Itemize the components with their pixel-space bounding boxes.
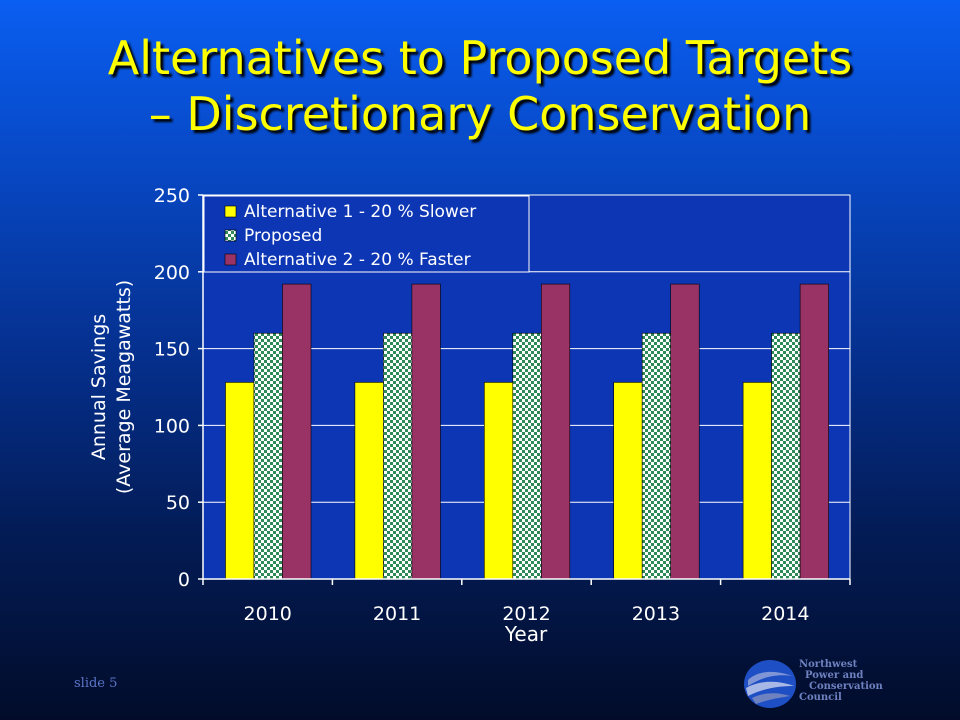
bar: [771, 332, 801, 580]
legend: Alternative 1 - 20 % Slower Proposed Alter…: [203, 195, 530, 273]
legend-label: Alternative 1 - 20 % Slower: [244, 202, 476, 222]
bar: [742, 382, 772, 580]
logo-line-2: Power and: [805, 670, 864, 681]
y-tick-label: 0: [178, 569, 190, 591]
bar: [411, 283, 441, 580]
council-logo: Northwest Power and Conservation Council: [742, 656, 892, 712]
bar: [225, 382, 255, 580]
legend-swatch: [224, 253, 237, 266]
legend-label: Proposed: [244, 226, 322, 246]
bar: [282, 283, 312, 580]
x-tick-label: 2014: [761, 603, 809, 625]
bar: [383, 332, 413, 580]
bar: [253, 332, 283, 580]
legend-swatch: [224, 205, 237, 218]
logo-line-3: Conservation: [809, 681, 883, 692]
legend-swatch: [224, 229, 237, 242]
x-tick-label: 2013: [632, 603, 680, 625]
bar: [613, 382, 643, 580]
x-axis-label: Year: [504, 622, 548, 646]
y-tick-label: 50: [166, 492, 190, 514]
council-logo-text: Northwest Power and Conservation Council: [799, 659, 883, 703]
legend-box: [203, 195, 530, 273]
y-tick-labels: 0 50 100 150 200 250: [154, 185, 190, 591]
x-tick-label: 2012: [502, 603, 550, 625]
bar: [799, 283, 829, 580]
swirl-logo-icon: [744, 660, 796, 708]
bar: [670, 283, 700, 580]
bar: [641, 332, 672, 580]
slide-title-line-2: – Discretionary Conservation: [148, 87, 812, 141]
y-axis-label-line-2: (Average Meagawatts): [113, 280, 135, 494]
legend-label: Alternative 2 - 20 % Faster: [244, 250, 471, 270]
y-axis-label-line-1: Annual Savings: [88, 314, 110, 460]
logo-line-4: Council: [799, 692, 842, 703]
legend-items: Alternative 1 - 20 % Slower Proposed Alter…: [224, 202, 476, 270]
y-tick-label: 250: [154, 185, 190, 207]
slide-title-line-1: Alternatives to Proposed Targets: [107, 31, 853, 85]
bar: [512, 332, 542, 580]
y-tick-label: 150: [154, 339, 190, 361]
y-axis-label: Annual Savings (Average Meagawatts): [88, 280, 135, 494]
slide-title: Alternatives to Proposed Targets – Discr…: [0, 30, 960, 142]
x-tick-label: 2011: [373, 603, 421, 625]
bar: [483, 382, 514, 580]
x-tick-labels: 2010 2011 2012 2013 2014: [244, 603, 810, 625]
bars: [225, 283, 829, 580]
slide-number: slide 5: [74, 676, 118, 691]
y-tick-label: 200: [154, 262, 190, 284]
bar: [354, 382, 384, 580]
logo-line-1: Northwest: [799, 659, 858, 670]
x-tick-label: 2010: [244, 603, 292, 625]
x-tick-marks: [202, 579, 851, 585]
bar: [540, 283, 571, 580]
y-tick-label: 100: [154, 415, 190, 437]
